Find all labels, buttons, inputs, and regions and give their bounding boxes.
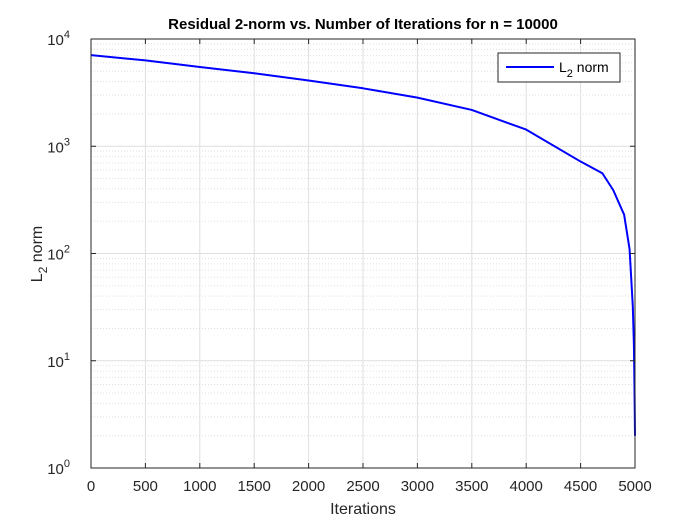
y-tick-label: 103 bbox=[47, 136, 70, 156]
x-axis-label: Iterations bbox=[330, 501, 396, 518]
y-tick-label: 104 bbox=[47, 29, 70, 49]
x-tick-label: 1000 bbox=[183, 478, 216, 495]
y-axis-label: L2 norm bbox=[29, 226, 50, 283]
x-tick-label: 4500 bbox=[564, 478, 597, 495]
x-tick-label: 5000 bbox=[618, 478, 651, 495]
series-line-l2-norm bbox=[90, 54, 636, 436]
x-tick-label: 4000 bbox=[510, 478, 543, 495]
y-axis-ticks: 100 101 102 103 104 bbox=[47, 29, 635, 478]
series-layer bbox=[90, 54, 636, 436]
legend: L2 norm bbox=[497, 52, 621, 83]
x-tick-label: 2000 bbox=[292, 478, 325, 495]
x-tick-label: 3000 bbox=[401, 478, 434, 495]
x-tick-label: 1500 bbox=[238, 478, 271, 495]
x-tick-label: 2500 bbox=[346, 478, 379, 495]
x-tick-label: 0 bbox=[87, 478, 95, 495]
chart-title: Residual 2-norm vs. Number of Iterations… bbox=[168, 16, 558, 33]
y-tick-label: 101 bbox=[47, 351, 70, 371]
x-tick-label: 3500 bbox=[455, 478, 488, 495]
y-tick-label: 100 bbox=[47, 458, 70, 478]
y-tick-label: 102 bbox=[47, 244, 70, 264]
x-tick-label: 500 bbox=[133, 478, 158, 495]
x-axis-ticks: 0 500 1000 1500 2000 2500 3000 3500 4000 4500 5000 bbox=[87, 39, 652, 495]
legend-label: L2 norm bbox=[559, 59, 609, 80]
